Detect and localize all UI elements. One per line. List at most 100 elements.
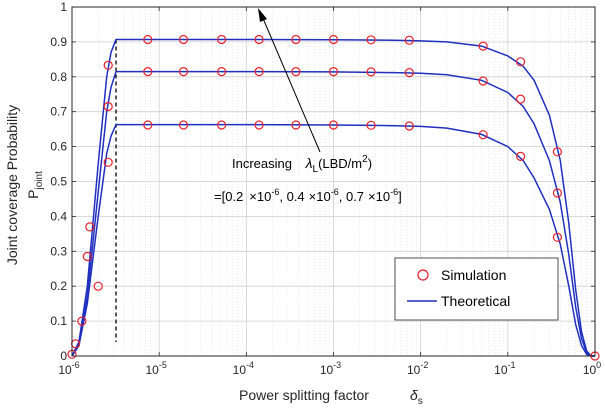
increase-arrow: [258, 8, 321, 153]
annotation-lambda: λ: [305, 155, 313, 171]
simulation-markers: [67, 34, 600, 361]
sim-point-2: [291, 34, 301, 45]
y-tick-label: 1: [60, 0, 67, 14]
sim-point-0: [328, 120, 339, 130]
sim-point-0: [478, 130, 488, 140]
sim-point-1: [328, 66, 339, 77]
sim-point-0: [404, 121, 414, 131]
annotation-times3: ×10: [368, 189, 390, 204]
legend-simulation-label: Simulation: [441, 267, 506, 283]
sim-point-0: [515, 151, 526, 161]
annotation-unit-prefix: (LBD/m: [318, 156, 362, 171]
sim-point-1: [143, 66, 153, 77]
y-tick-label: 0.6: [50, 140, 67, 154]
y-tick-label: 0.9: [50, 35, 67, 49]
annotation-line2: =[0.2 ×10-6, 0.4 ×10-6, 0.7 ×10-6]: [214, 187, 402, 204]
sim-point-0: [291, 120, 301, 130]
sim-point-2: [143, 34, 153, 45]
sim-point-1: [82, 251, 92, 262]
sim-point-1: [478, 76, 488, 86]
annotation-values-prefix: =[0.2: [214, 189, 243, 204]
annotation-lambda-sub: L: [313, 164, 319, 175]
annotation-exp2: -6: [331, 187, 339, 197]
x-tick-label: 10-6: [58, 360, 79, 377]
annotation-times1: ×10: [249, 189, 271, 204]
x-tick-label: 10-3: [320, 360, 341, 377]
svg-text:δs: δs: [410, 387, 423, 407]
y-tick-label: 0.5: [50, 175, 67, 189]
annotation-increasing: Increasing: [232, 156, 292, 171]
annotation-unit-suffix: ): [368, 156, 372, 171]
sim-point-2: [178, 34, 189, 45]
sim-point-2: [217, 34, 227, 45]
sim-point-2: [478, 41, 488, 51]
sim-point-0: [217, 120, 227, 130]
y-axis-symbol-sub: joint: [34, 171, 45, 191]
theory-curve-2: [71, 38, 595, 357]
x-tick-label: 10-5: [145, 360, 166, 377]
sim-point-2: [103, 60, 113, 70]
x-tick-label: 10-4: [233, 360, 254, 377]
sim-point-1: [217, 66, 227, 77]
annotation-times2: ×10: [309, 189, 331, 204]
sim-point-2: [328, 34, 339, 45]
annotation-unit-sup: 2: [362, 154, 368, 165]
svg-text:Pjoint: Pjoint: [25, 171, 45, 199]
sim-point-1: [515, 94, 526, 104]
x-axis-symbol: δ: [410, 387, 418, 403]
sim-point-0: [552, 232, 563, 242]
y-tick-label: 0.7: [50, 105, 67, 119]
sim-point-0: [366, 120, 376, 130]
y-tick-label: 0: [60, 349, 67, 363]
sim-point-2: [77, 316, 87, 326]
sim-point-0: [143, 120, 153, 130]
sim-point-2: [515, 57, 526, 67]
legend-box: [394, 257, 559, 321]
y-tick-label: 0.3: [50, 244, 67, 258]
theoretical-lines: [71, 38, 595, 357]
y-tick-labels: 0 0.1 0.2 0.3 0.4 0.5 0.6 0.7 0.8 0.9 1: [50, 0, 595, 363]
x-axis-symbol-sub: s: [418, 396, 423, 407]
sim-point-2: [552, 147, 563, 157]
y-tick-label: 0.4: [50, 209, 67, 223]
sim-point-0: [178, 120, 189, 130]
y-axis-label: Joint coverage Probability: [4, 105, 20, 265]
legend: Simulation Theoretical: [394, 257, 559, 321]
annotation-line1: Increasing λL(LBD/m2): [232, 154, 372, 175]
theory-curve-1: [71, 70, 595, 357]
sim-point-1: [103, 101, 113, 112]
sim-point-1: [552, 188, 563, 198]
sim-point-1: [178, 66, 189, 77]
legend-theoretical-label: Theoretical: [441, 293, 510, 309]
sim-point-1: [366, 67, 376, 77]
sim-point-2: [85, 222, 95, 232]
sim-point-0: [103, 157, 113, 167]
annotation-values-suffix: ]: [398, 189, 402, 204]
x-tick-labels: 10-6 10-5 10-4 10-3 10-2 10-1 100: [58, 7, 601, 377]
y-axis-symbol-p: P: [25, 190, 41, 199]
annotation-exp1: -6: [271, 187, 279, 197]
annotation-exp3: -6: [390, 187, 398, 197]
annotation-mid2: , 0.7: [339, 189, 364, 204]
sim-point-2: [366, 35, 376, 45]
sim-point-0: [254, 120, 264, 130]
y-axis-label-line1: Joint coverage Probability: [4, 105, 20, 265]
sim-point-0: [93, 281, 103, 291]
y-tick-label: 0.2: [50, 279, 67, 293]
sim-point-1: [254, 66, 264, 77]
y-tick-label: 0.8: [50, 70, 67, 84]
sim-point-2: [404, 35, 414, 45]
x-tick-label: 10-1: [494, 360, 515, 377]
x-tick-label: 100: [583, 360, 601, 377]
legend-simulation-marker: [417, 269, 429, 281]
y-axis-symbol: Pjoint: [25, 171, 45, 199]
x-tick-label: 10-2: [407, 360, 428, 377]
sim-point-1: [404, 67, 414, 78]
sim-point-2: [254, 34, 264, 45]
annotation-mid1: , 0.4: [279, 189, 304, 204]
x-axis-label: Power splitting factor: [239, 387, 369, 403]
y-tick-label: 0.1: [50, 314, 67, 328]
sim-point-1: [291, 66, 301, 77]
theory-curve-0: [71, 123, 595, 357]
